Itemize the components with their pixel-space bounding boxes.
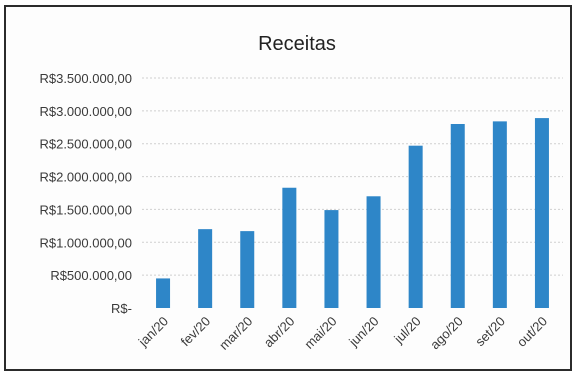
bar-fev-20 bbox=[198, 229, 213, 308]
y-tick-label: R$2.500.000,00 bbox=[39, 137, 132, 152]
bar-out-20 bbox=[534, 118, 549, 308]
x-tick-label: jul/20 bbox=[390, 314, 423, 347]
y-tick-label: R$- bbox=[111, 301, 132, 316]
x-tick-label: fev/20 bbox=[178, 314, 214, 350]
y-tick-label: R$1.000.000,00 bbox=[39, 235, 132, 250]
x-tick-label: ago/20 bbox=[427, 314, 466, 353]
bars bbox=[156, 118, 549, 308]
chart-frame: Receitas R$- R$500.000,00 R$1.000.000,00 R$… bbox=[4, 5, 572, 371]
chart-title: Receitas bbox=[258, 33, 336, 55]
x-tick-label: out/20 bbox=[514, 314, 550, 350]
y-tick-label: R$500.000,00 bbox=[50, 268, 132, 283]
bar-ago-20 bbox=[450, 124, 465, 308]
y-tick-label: R$2.000.000,00 bbox=[39, 170, 132, 185]
bar-mai-20 bbox=[324, 210, 339, 308]
y-tick-label: R$1.500.000,00 bbox=[39, 202, 132, 217]
bar-jul-20 bbox=[408, 145, 423, 308]
x-tick-label: abr/20 bbox=[261, 314, 298, 351]
y-axis-ticks: R$- R$500.000,00 R$1.000.000,00 R$1.500.000… bbox=[39, 71, 132, 316]
y-tick-label: R$3.000.000,00 bbox=[39, 104, 132, 119]
x-tick-label: jan/20 bbox=[135, 314, 171, 350]
y-tick-label: R$3.500.000,00 bbox=[39, 71, 132, 86]
x-axis-ticks: jan/20 fev/20 mar/20 abr/20 mai/20 jun/20 jul/… bbox=[135, 314, 550, 353]
bar-abr-20 bbox=[282, 187, 297, 308]
bar-set-20 bbox=[492, 121, 507, 308]
bar-mar-20 bbox=[240, 231, 255, 308]
revenue-bar-chart: Receitas R$-R$500.000,00R$1.000.000,00R$… bbox=[39, 33, 563, 353]
x-tick-label: mai/20 bbox=[301, 314, 339, 352]
x-tick-label: jun/20 bbox=[345, 314, 381, 350]
bar-jan-20 bbox=[156, 278, 171, 308]
bar-jun-20 bbox=[366, 196, 381, 308]
x-tick-label: set/20 bbox=[472, 314, 508, 350]
x-tick-label: mar/20 bbox=[216, 314, 255, 353]
